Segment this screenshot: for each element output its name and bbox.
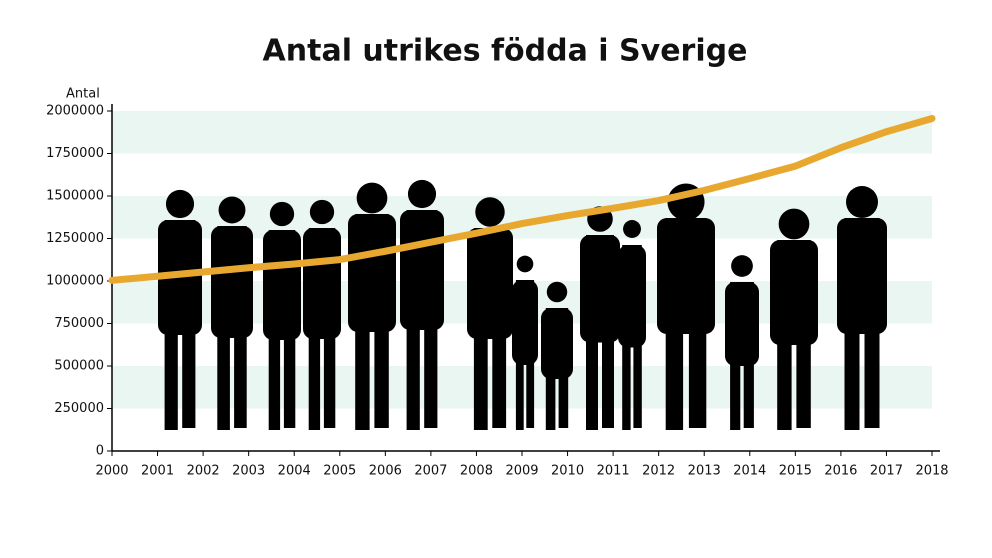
- silhouette-leg: [602, 235, 614, 428]
- silhouette-head: [731, 255, 753, 277]
- x-tick-label: 2005: [323, 464, 356, 479]
- silhouette-leg: [492, 228, 507, 428]
- silhouette-leg: [406, 210, 420, 430]
- silhouette-head: [218, 196, 246, 224]
- silhouette-leg: [622, 245, 631, 430]
- silhouette-leg: [796, 240, 811, 428]
- silhouette-leg: [323, 228, 336, 428]
- x-tick-label: 2003: [232, 464, 265, 479]
- x-tick-label: 2012: [642, 464, 675, 479]
- grid-band: [112, 111, 932, 154]
- silhouette-leg: [164, 220, 178, 430]
- y-tick-label: 500000: [54, 359, 104, 374]
- silhouette-leg: [743, 282, 754, 428]
- y-tick-label: 1750000: [46, 146, 104, 161]
- x-tick-label: 2013: [688, 464, 721, 479]
- data-line: [108, 114, 936, 284]
- silhouette-leg: [217, 226, 230, 430]
- x-tick-label: 2006: [369, 464, 402, 479]
- silhouette-leg: [777, 240, 792, 430]
- silhouette-head: [846, 186, 878, 218]
- silhouette-leg: [424, 210, 438, 428]
- silhouette-leg: [308, 228, 321, 430]
- silhouette-leg: [730, 282, 741, 430]
- x-tick-label: 2008: [460, 464, 493, 479]
- y-tick-label: 2000000: [46, 104, 104, 119]
- y-tick-label: 750000: [54, 316, 104, 331]
- silhouette-leg: [558, 308, 569, 428]
- silhouette-head: [407, 179, 437, 209]
- silhouette-head: [165, 189, 195, 219]
- silhouette-leg: [633, 245, 642, 428]
- silhouette-leg: [473, 228, 488, 430]
- silhouette-head: [516, 255, 534, 273]
- silhouette-leg: [515, 280, 524, 430]
- x-tick-label: 2007: [414, 464, 447, 479]
- x-tick-label: 2015: [779, 464, 812, 479]
- silhouette-head: [623, 220, 641, 238]
- x-tick-label: 2002: [187, 464, 220, 479]
- y-tick-label: 1250000: [46, 231, 104, 246]
- silhouette-leg: [234, 226, 247, 428]
- y-tick-label: 1500000: [46, 189, 104, 204]
- silhouette-leg: [182, 220, 196, 428]
- y-tick-label: 250000: [54, 401, 104, 416]
- x-tick-label: 2017: [870, 464, 903, 479]
- silhouette-leg: [545, 308, 556, 430]
- y-axis-label: Antal: [66, 87, 100, 102]
- x-tick-label: 2009: [505, 464, 538, 479]
- silhouette-leg: [586, 235, 598, 430]
- silhouette-leg: [268, 230, 281, 430]
- x-tick-label: 2018: [915, 464, 948, 479]
- x-tick-label: 2000: [95, 464, 128, 479]
- silhouette-head: [309, 199, 335, 225]
- silhouette-leg: [283, 230, 296, 428]
- silhouette-leg: [688, 218, 707, 428]
- chart-title: Antal utrikes födda i Sverige: [263, 34, 748, 69]
- plot: 0 250000 500000 750000 1000000 1250000 1500000…: [46, 104, 948, 479]
- silhouette-head: [546, 281, 568, 303]
- y-tick-label: 0: [96, 444, 104, 459]
- x-tick-label: 2001: [141, 464, 174, 479]
- x-tick-label: 2011: [597, 464, 630, 479]
- y-tick-label: 1000000: [46, 274, 104, 289]
- silhouette-leg: [665, 218, 684, 430]
- silhouette-leg: [864, 218, 880, 428]
- silhouette-head: [778, 208, 810, 240]
- silhouette-head: [269, 201, 295, 227]
- silhouette-head: [356, 182, 388, 214]
- silhouette-head: [475, 197, 505, 227]
- silhouette-leg: [526, 280, 535, 428]
- silhouette-leg: [844, 218, 860, 430]
- x-tick-label: 2016: [824, 464, 857, 479]
- silhouette-leg: [374, 214, 389, 428]
- silhouette-leg: [355, 214, 370, 430]
- x-tick-label: 2010: [551, 464, 584, 479]
- x-tick-label: 2014: [733, 464, 766, 479]
- x-tick-label: 2004: [278, 464, 311, 479]
